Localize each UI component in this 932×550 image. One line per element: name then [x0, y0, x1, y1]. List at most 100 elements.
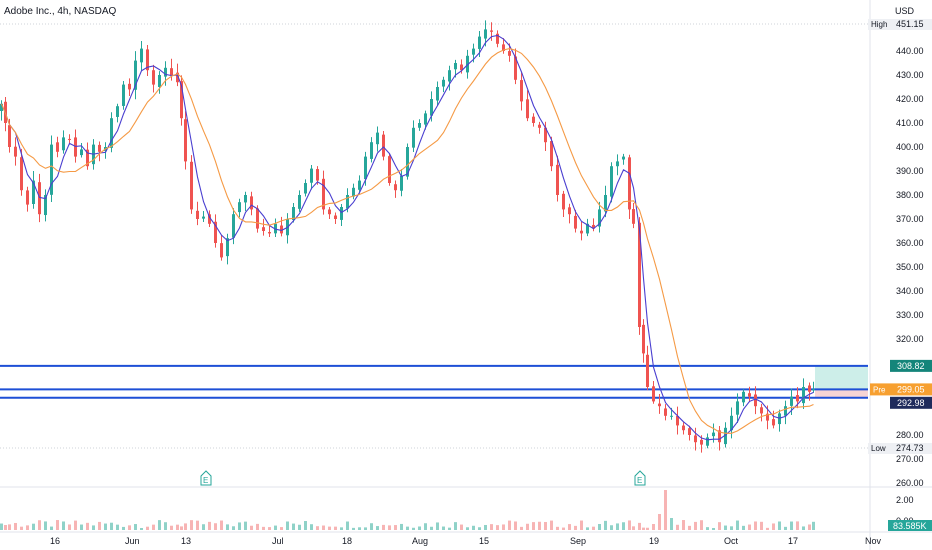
- volume-bar: [586, 527, 589, 530]
- candle-body: [514, 56, 517, 80]
- candle-body: [74, 137, 77, 157]
- candle-body: [170, 68, 173, 75]
- candle-body: [642, 324, 645, 354]
- volume-bar: [38, 520, 41, 530]
- candle-body: [128, 83, 131, 90]
- volume-bar: [730, 526, 733, 530]
- earnings-marker: [634, 470, 646, 486]
- volume-bar: [436, 522, 439, 530]
- candle-body: [62, 137, 65, 151]
- volume-bar: [116, 524, 119, 530]
- candle-body: [562, 193, 565, 210]
- candle-body: [598, 209, 601, 227]
- volume-bar: [784, 526, 787, 530]
- candle-body: [250, 196, 253, 210]
- candle-body: [808, 385, 811, 392]
- candle-body: [610, 166, 613, 197]
- volume-bar: [184, 523, 187, 530]
- price-tick-label: 390.00: [896, 166, 924, 176]
- candle-body: [718, 430, 721, 443]
- candle-body: [712, 432, 715, 437]
- chart-title: Adobe Inc., 4h, NASDAQ: [4, 6, 117, 17]
- high-value: 451.15: [896, 19, 924, 29]
- candle-body: [604, 195, 607, 212]
- price-tick-label: 260.00: [896, 478, 924, 488]
- candle-body: [538, 124, 541, 128]
- volume-bar: [292, 523, 295, 530]
- volume-bar: [454, 522, 457, 530]
- volume-bar: [652, 524, 655, 530]
- candle-body: [700, 439, 703, 445]
- candle-body: [322, 178, 325, 210]
- volume-bar: [604, 520, 607, 530]
- volume-bar: [62, 521, 65, 530]
- candle-body: [26, 190, 29, 205]
- candle-body: [688, 428, 691, 435]
- volume-bar: [568, 524, 571, 530]
- volume-bar: [706, 527, 709, 530]
- time-tick-label: 15: [479, 536, 489, 546]
- volume-bar: [646, 527, 649, 530]
- volume-bar: [592, 526, 595, 530]
- volume-bar: [544, 521, 547, 530]
- volume-bar: [208, 521, 211, 530]
- candle-body: [520, 80, 523, 102]
- volume-bar: [310, 524, 313, 530]
- candle-body: [226, 238, 229, 257]
- price-label-292-text: 292.98: [897, 398, 925, 408]
- volume-bar: [176, 524, 179, 530]
- volume-bar: [322, 525, 325, 530]
- candle-body: [790, 396, 793, 406]
- volume-bar: [676, 524, 679, 530]
- volume-bar: [20, 526, 23, 530]
- candle-body: [556, 164, 559, 195]
- price-label-299-text: 299.05: [897, 384, 925, 394]
- candle-body: [454, 63, 457, 70]
- volume-bar: [316, 526, 319, 530]
- price-tick-label: 280.00: [896, 430, 924, 440]
- volume-bar: [340, 527, 343, 530]
- candle-body: [748, 393, 751, 397]
- candle-body: [116, 106, 119, 117]
- candle-body: [38, 182, 41, 215]
- volume-bar: [430, 526, 433, 530]
- volume-bar: [736, 520, 739, 530]
- candle-body: [352, 187, 355, 197]
- candle-body: [526, 99, 529, 119]
- volume-bar: [164, 522, 167, 530]
- candle-body: [784, 406, 787, 416]
- volume-bar: [556, 526, 559, 530]
- volume-bar: [86, 522, 89, 530]
- candle-body: [334, 215, 337, 219]
- low-badge: [868, 443, 932, 454]
- candle-body: [742, 391, 745, 403]
- candle-body: [460, 64, 463, 71]
- candle-body: [802, 387, 805, 404]
- candle-body: [706, 437, 709, 446]
- candle-body: [532, 116, 535, 123]
- volume-bar: [146, 526, 149, 530]
- volume-bar: [196, 520, 199, 530]
- candle-body: [484, 29, 487, 39]
- candle-body: [304, 183, 307, 194]
- volume-bar: [352, 527, 355, 530]
- volume-bar: [754, 521, 757, 530]
- volume-bar: [110, 522, 113, 530]
- candle-body: [496, 33, 499, 44]
- pre-badge-text: Pre: [873, 385, 886, 394]
- volume-bar: [400, 523, 403, 530]
- volume-bar: [724, 525, 727, 530]
- volume-bar: [358, 527, 361, 530]
- volume-current-badge: [888, 520, 932, 531]
- volume-bar: [658, 514, 661, 530]
- candle-body: [382, 134, 385, 157]
- candle-body: [184, 119, 187, 162]
- volume-bar: [56, 520, 59, 530]
- candle-body: [80, 149, 83, 156]
- candle-body: [256, 208, 259, 229]
- volume-bar: [502, 524, 505, 530]
- candle-body: [32, 180, 35, 204]
- time-tick-label: Sep: [570, 536, 586, 546]
- volume-bar: [424, 523, 427, 530]
